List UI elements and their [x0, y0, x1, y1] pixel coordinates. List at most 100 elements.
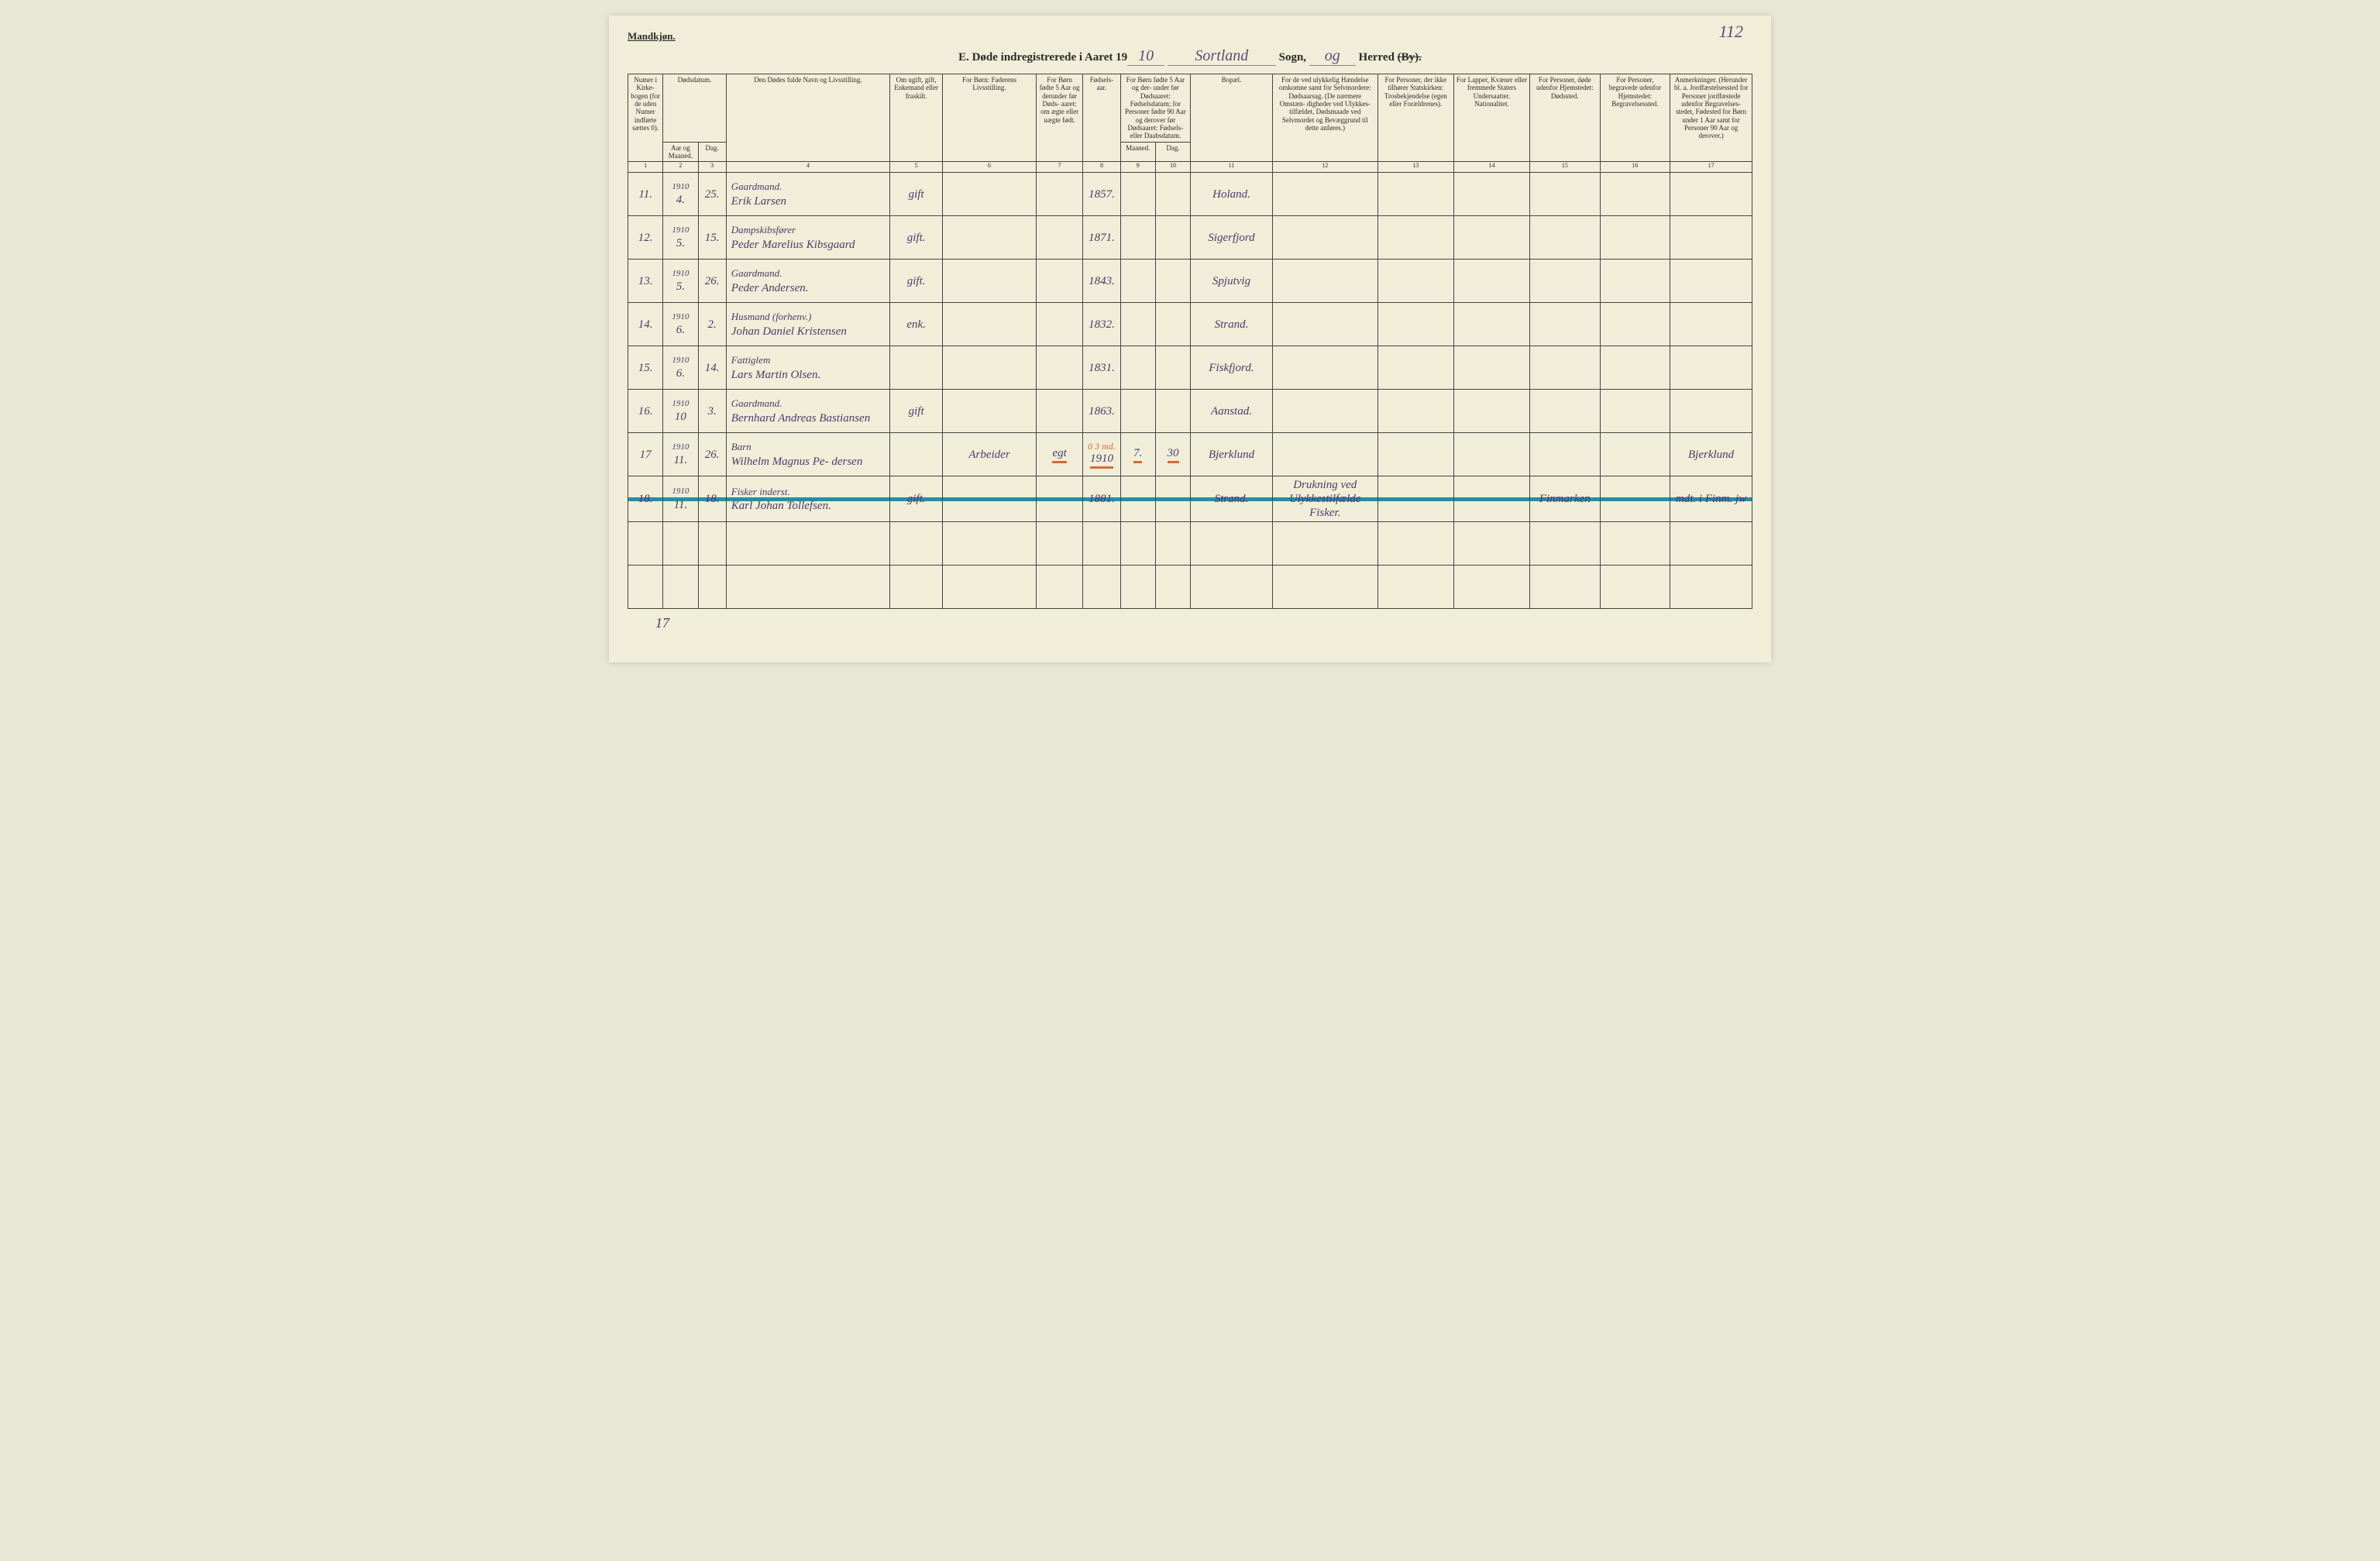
hdr-marital: Om ugift, gift, Enkemand eller fraskilt.: [890, 74, 943, 162]
table-cell: [1120, 216, 1155, 260]
table-cell: [628, 566, 663, 609]
hdr-father: For Børn: Faderens Livsstilling.: [943, 74, 1037, 162]
hdr-name: Den Dødes fulde Navn og Livsstilling.: [726, 74, 889, 162]
table-cell: [1670, 346, 1752, 390]
table-cell: [698, 566, 726, 609]
table-cell: Bjerklund: [1670, 433, 1752, 476]
table-cell: [726, 566, 889, 609]
table-cell: 19106.: [663, 346, 698, 390]
table-cell: [1453, 476, 1529, 522]
table-cell: egt: [1036, 433, 1082, 476]
table-cell: [943, 390, 1037, 433]
table-cell: [1377, 216, 1453, 260]
table-cell: 14.: [628, 303, 663, 346]
hdr-death-yr-mon: Aar og Maaned.: [663, 142, 698, 162]
table-cell: 18.: [698, 476, 726, 522]
table-cell: [1083, 522, 1120, 566]
table-row: 15.19106.14.FattiglemLars Martin Olsen.1…: [628, 346, 1752, 390]
table-body: 11.19104.25.Gaardmand.Erik Larsengift185…: [628, 173, 1752, 609]
table-cell: [1670, 522, 1752, 566]
hdr-faith: For Personer, der ikke tilhører Statskir…: [1377, 74, 1453, 162]
table-cell: [628, 522, 663, 566]
table-cell: [1670, 390, 1752, 433]
table-cell: enk.: [890, 303, 943, 346]
table-cell: gift.: [890, 216, 943, 260]
table-cell: [1530, 216, 1601, 260]
table-header: Numer i Kirke- bogen (for de uden Numer …: [628, 74, 1752, 173]
table-cell: Arbeider: [943, 433, 1037, 476]
table-cell: [1120, 173, 1155, 216]
table-cell: [1377, 476, 1453, 522]
hdr-remarks: Anmerkninger. (Herunder bl. a. Jordfæste…: [1670, 74, 1752, 162]
table-cell: 19104.: [663, 173, 698, 216]
table-row: 18.191011.18.Fisker inderst.Karl Johan T…: [628, 476, 1752, 522]
table-cell: [1272, 260, 1377, 303]
table-cell: [1272, 390, 1377, 433]
hdr-residence: Bopæl.: [1191, 74, 1273, 162]
table-cell: [1670, 216, 1752, 260]
colnum: 3: [698, 162, 726, 173]
table-cell: 1863.: [1083, 390, 1120, 433]
table-cell: [1453, 566, 1529, 609]
table-row: 14.19106.2.Husmand (forhenv.)Johan Danie…: [628, 303, 1752, 346]
table-cell: [1600, 173, 1670, 216]
table-cell: [1530, 303, 1601, 346]
table-cell: Husmand (forhenv.)Johan Daniel Kristense…: [726, 303, 889, 346]
table-row: 12.19105.15.DampskibsførerPeder Marelius…: [628, 216, 1752, 260]
table-cell: [1272, 303, 1377, 346]
table-cell: 19105.: [663, 260, 698, 303]
table-cell: [1530, 173, 1601, 216]
table-cell: [1530, 260, 1601, 303]
table-cell: 0 3 md.1910: [1083, 433, 1120, 476]
table-cell: Drukning ved Ulykkestilfælde Fisker.: [1272, 476, 1377, 522]
table-cell: [1272, 216, 1377, 260]
table-cell: mdt. i Finm. jw: [1670, 476, 1752, 522]
table-cell: [943, 216, 1037, 260]
hdr-deathdate: Dødsdatum.: [663, 74, 727, 143]
hdr-birthyear: Fødsels- aar.: [1083, 74, 1120, 162]
colnum: 8: [1083, 162, 1120, 173]
district-struck: (By).: [1398, 51, 1422, 64]
table-cell: [1530, 390, 1601, 433]
table-cell: gift.: [890, 260, 943, 303]
title-prefix: E. Døde indregistrerede i Aaret 19: [958, 51, 1127, 64]
table-cell: Gaardmand.Bernhard Andreas Bastiansen: [726, 390, 889, 433]
title-year: 10: [1127, 47, 1164, 66]
table-cell: [1453, 390, 1529, 433]
table-cell: gift: [890, 173, 943, 216]
table-row: 17191011.26.BarnWilhelm Magnus Pe- derse…: [628, 433, 1752, 476]
table-cell: [1155, 522, 1190, 566]
table-cell: 16.: [628, 390, 663, 433]
table-cell: [1530, 522, 1601, 566]
table-cell: Spjutvig: [1191, 260, 1273, 303]
colnum: 2: [663, 162, 698, 173]
table-cell: [1155, 390, 1190, 433]
table-cell: [1155, 346, 1190, 390]
table-cell: Gaardmand.Peder Andersen.: [726, 260, 889, 303]
table-cell: [1191, 566, 1273, 609]
table-cell: [1600, 566, 1670, 609]
page-number: 112: [1719, 22, 1743, 42]
table-cell: [1120, 522, 1155, 566]
colnum: 13: [1377, 162, 1453, 173]
table-row-empty: [628, 522, 1752, 566]
table-cell: Finmarken: [1530, 476, 1601, 522]
colnum: 17: [1670, 162, 1752, 173]
table-cell: [663, 522, 698, 566]
table-row: 16.1910103.Gaardmand.Bernhard Andreas Ba…: [628, 390, 1752, 433]
table-cell: [663, 566, 698, 609]
colnum: 12: [1272, 162, 1377, 173]
hdr-num: Numer i Kirke- bogen (for de uden Numer …: [628, 74, 663, 162]
table-cell: [943, 522, 1037, 566]
table-cell: Strand.: [1191, 303, 1273, 346]
table-cell: 191010: [663, 390, 698, 433]
table-cell: 1881.: [1083, 476, 1120, 522]
table-cell: 3.: [698, 390, 726, 433]
table-cell: [890, 566, 943, 609]
table-cell: [1272, 433, 1377, 476]
table-cell: [890, 522, 943, 566]
table-cell: Strand.: [1191, 476, 1273, 522]
hdr-death-day: Dag.: [698, 142, 726, 162]
table-cell: 26.: [698, 260, 726, 303]
table-cell: [1120, 476, 1155, 522]
